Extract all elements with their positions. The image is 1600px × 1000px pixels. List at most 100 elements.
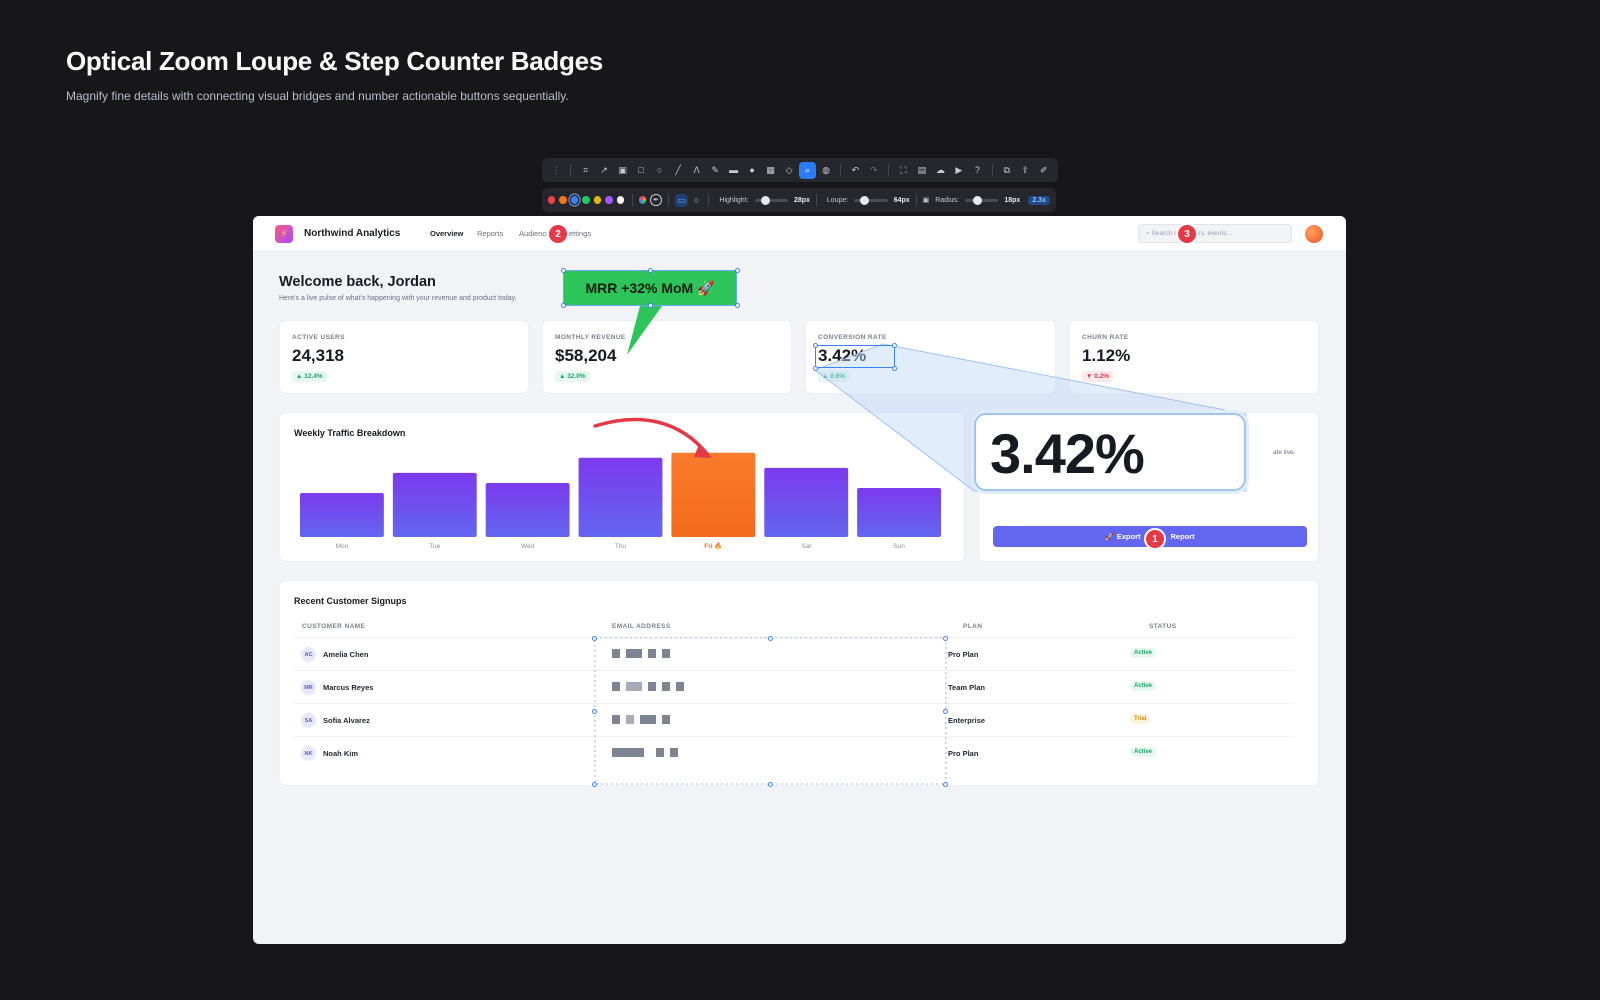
color-picker-icon[interactable] bbox=[638, 196, 647, 204]
bar-4[interactable] bbox=[671, 452, 756, 537]
resize-handle[interactable] bbox=[892, 343, 897, 348]
kpi-label: CHURN RATE bbox=[1082, 334, 1129, 341]
resize-handle[interactable] bbox=[892, 366, 897, 371]
crop-icon[interactable]: ⌗ bbox=[583, 164, 589, 175]
highlighter-icon[interactable]: ✎ bbox=[711, 164, 719, 175]
export-label-2: Report bbox=[1170, 532, 1195, 541]
kpi-label: ACTIVE USERS bbox=[292, 334, 345, 341]
redact-icon[interactable]: ▬ bbox=[729, 165, 739, 175]
share-icon[interactable]: ⇪ bbox=[1021, 164, 1030, 175]
loupe-source-box[interactable] bbox=[815, 345, 895, 368]
resize-handle[interactable] bbox=[592, 782, 597, 787]
color-swatch-purple[interactable] bbox=[605, 196, 613, 204]
callout-annotation[interactable]: MRR +32% MoM 🚀 bbox=[563, 270, 737, 306]
edit-icon[interactable]: ✐ bbox=[1039, 164, 1048, 175]
resize-handle[interactable] bbox=[648, 268, 653, 273]
toolbar-divider bbox=[888, 164, 890, 176]
bar-5[interactable] bbox=[764, 467, 849, 537]
radius-value: 18px bbox=[1004, 196, 1021, 204]
table-row[interactable]: NK Noah Kim Pro Plan Active bbox=[294, 736, 1294, 769]
resize-handle[interactable] bbox=[592, 709, 597, 714]
bar-0[interactable] bbox=[300, 493, 384, 537]
nav-settings[interactable]: Settings bbox=[564, 229, 592, 238]
upload-icon[interactable]: ☁ bbox=[935, 164, 945, 175]
table-row[interactable]: MR Marcus Reyes Team Plan Active bbox=[294, 670, 1294, 703]
undo-icon[interactable]: ↶ bbox=[851, 164, 860, 175]
pixelated-email bbox=[612, 682, 684, 691]
circle-shape-icon[interactable]: ○ bbox=[693, 195, 700, 205]
resize-handle[interactable] bbox=[561, 303, 566, 308]
color-swatch-green[interactable] bbox=[582, 196, 590, 204]
nav-overview[interactable]: Overview bbox=[430, 229, 464, 238]
resize-handle[interactable] bbox=[813, 366, 818, 371]
video-icon[interactable]: ▶ bbox=[955, 164, 963, 175]
bar-2[interactable] bbox=[485, 482, 570, 537]
color-swatch-orange[interactable] bbox=[559, 196, 567, 204]
rectangle-icon[interactable]: □ bbox=[638, 165, 644, 175]
table-row[interactable]: AC Amelia Chen Pro Plan Active bbox=[294, 637, 1294, 670]
table-row[interactable]: SA Sofia Alvarez Enterprise Trial bbox=[294, 703, 1294, 736]
search-input[interactable]: ⌕ Search customers, events... bbox=[1138, 224, 1292, 243]
arrow-icon[interactable]: ↗ bbox=[600, 164, 608, 175]
image-icon[interactable]: ▤ bbox=[917, 164, 927, 175]
user-avatar[interactable] bbox=[1305, 225, 1323, 243]
bar-6[interactable] bbox=[857, 487, 941, 537]
copy-icon[interactable]: ⧉ bbox=[1003, 164, 1010, 175]
drag-handle-icon[interactable]: ⋮ bbox=[551, 164, 561, 175]
nav-audience[interactable]: Audience bbox=[519, 229, 551, 238]
plan-name: Enterprise bbox=[948, 716, 986, 725]
loupe-icon[interactable]: ⌕ bbox=[799, 161, 816, 179]
resize-handle[interactable] bbox=[943, 709, 948, 714]
loupe-label: Loupe: bbox=[826, 196, 849, 204]
step-counter-icon[interactable]: ● bbox=[749, 165, 755, 175]
rect-shape-icon[interactable]: ▭ bbox=[674, 193, 689, 207]
slider-thumb[interactable] bbox=[860, 195, 870, 205]
capture-icon[interactable]: ⛶ bbox=[900, 164, 907, 175]
help-icon[interactable]: ? bbox=[974, 165, 980, 175]
zoom-loupe[interactable]: 3.42% bbox=[974, 413, 1246, 491]
step-badge-2[interactable]: 2 bbox=[547, 223, 569, 245]
kpi-value: $58,204 bbox=[555, 346, 617, 365]
eraser-icon[interactable]: ◇ bbox=[785, 164, 793, 175]
color-swatch-red[interactable] bbox=[548, 196, 556, 204]
color-swatch-yellow[interactable] bbox=[593, 196, 602, 204]
resize-handle[interactable] bbox=[592, 636, 597, 641]
kpi-card-churn-rate: CHURN RATE 1.12% ▼ 0.2% bbox=[1069, 320, 1319, 394]
bar-1[interactable] bbox=[392, 472, 477, 537]
resize-handle[interactable] bbox=[648, 303, 653, 308]
color-swatch-blue[interactable] bbox=[570, 196, 579, 204]
resize-handle[interactable] bbox=[735, 268, 740, 273]
kpi-delta: ▲ 32.0% bbox=[555, 371, 590, 382]
nav-reports[interactable]: Reports bbox=[477, 229, 504, 238]
pixelate-icon[interactable]: ▦ bbox=[766, 164, 775, 175]
text-box-icon[interactable]: ▣ bbox=[618, 164, 627, 175]
blur-icon[interactable]: ◍ bbox=[822, 164, 830, 175]
annotation-toolbar: ⋮ ⌗ ↗ ▣ □ ○ ╱ Λ ✎ ▬ ● ▦ ◇ ⌕ ◍ ↶ ↷ ⛶ ▤ ☁ … bbox=[542, 158, 1058, 182]
pixelated-email bbox=[612, 649, 670, 658]
resize-handle[interactable] bbox=[561, 268, 566, 273]
step-badge-3[interactable]: 3 bbox=[1176, 223, 1198, 245]
line-icon[interactable]: ╱ bbox=[675, 164, 681, 175]
resize-handle[interactable] bbox=[943, 782, 948, 787]
highlight-label: Highlight: bbox=[719, 196, 749, 204]
radius-slider[interactable] bbox=[964, 195, 999, 205]
eyedropper-icon[interactable]: ✒ bbox=[650, 194, 662, 206]
loupe-slider[interactable] bbox=[854, 195, 888, 205]
slider-thumb[interactable] bbox=[972, 195, 982, 205]
pen-icon[interactable]: Λ bbox=[693, 165, 700, 175]
highlight-slider[interactable] bbox=[754, 195, 788, 205]
radius-icon: ▣ bbox=[922, 197, 930, 204]
page-title: Optical Zoom Loupe & Step Counter Badges bbox=[66, 46, 603, 76]
ellipse-icon[interactable]: ○ bbox=[656, 165, 663, 175]
resize-handle[interactable] bbox=[943, 636, 948, 641]
slider-thumb[interactable] bbox=[760, 195, 770, 205]
bar-3[interactable] bbox=[578, 457, 663, 537]
resize-handle[interactable] bbox=[768, 636, 773, 641]
color-swatch-white[interactable] bbox=[616, 196, 624, 204]
resize-handle[interactable] bbox=[735, 303, 740, 308]
redo-icon[interactable]: ↷ bbox=[870, 164, 878, 175]
resize-handle[interactable] bbox=[768, 782, 773, 787]
kpi-label: MONTHLY REVENUE bbox=[555, 334, 626, 341]
step-badge-1[interactable]: 1 bbox=[1144, 528, 1166, 550]
resize-handle[interactable] bbox=[813, 343, 818, 348]
